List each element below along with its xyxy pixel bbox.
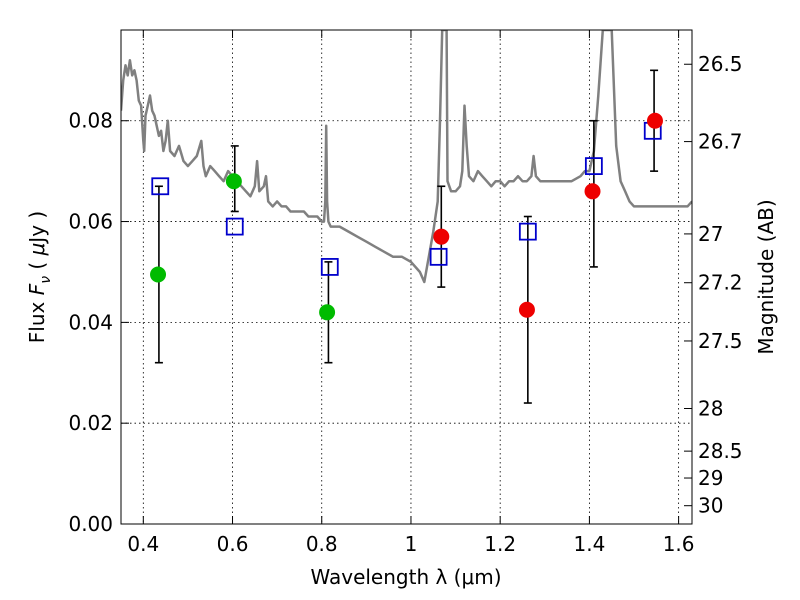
x-tick-label: 0.8: [306, 532, 338, 556]
right-tick-label: 27: [698, 222, 723, 246]
x-tick-label: 1: [405, 532, 418, 556]
x-tick-label: 0.6: [217, 532, 249, 556]
y-tick-label: 0.02: [68, 411, 113, 435]
model-flux-square: [518, 222, 537, 241]
right-tick-label: 27.5: [698, 329, 743, 353]
plot-frame: [120, 29, 693, 525]
observed-flux-point: [150, 266, 167, 283]
model-flux-square: [429, 247, 448, 266]
x-axis-label: Wavelength λ (μm): [310, 565, 501, 589]
x-tick-label: 1.2: [484, 532, 516, 556]
y-tick-label: 0.08: [68, 109, 113, 133]
right-tick-label: 27.2: [698, 271, 743, 295]
observed-flux-point: [319, 304, 336, 321]
y-tick-label: 0.00: [68, 512, 113, 536]
x-tick-label: 1.6: [663, 532, 695, 556]
right-tick-label: 28.5: [698, 439, 743, 463]
y-tick-label: 0.06: [68, 210, 113, 234]
observed-flux-point: [225, 173, 242, 190]
right-tick-label: 26.5: [698, 52, 743, 76]
model-spectrum-line: [121, 30, 692, 284]
y-axis-label: Flux Fν ( μJy ): [25, 211, 54, 343]
model-flux-square: [225, 217, 244, 236]
observed-flux-point: [584, 183, 601, 200]
observed-flux-point: [646, 112, 663, 129]
data-layer: [121, 30, 692, 404]
x-tick-label: 1.4: [573, 532, 605, 556]
observed-flux-point: [433, 228, 450, 245]
observed-flux-point: [518, 301, 535, 318]
right-tick-label: 28: [698, 397, 723, 421]
y-tick-label: 0.04: [68, 310, 113, 334]
model-flux-square: [320, 258, 339, 276]
x-tick-label: 0.4: [127, 532, 159, 556]
right-tick-label: 30: [698, 494, 723, 518]
right-axis-label: Magnitude (AB): [754, 199, 778, 354]
axis-ticks: 0.4 0.6 0.8 1 1.2 1.4 1.6 0.00 0.02 0.04 0.06 0.08 2…: [68, 30, 743, 556]
right-tick-label: 26.7: [698, 130, 743, 154]
right-tick-label: 29: [698, 466, 723, 490]
model-flux-square: [584, 157, 603, 176]
model-flux-square: [151, 177, 170, 196]
